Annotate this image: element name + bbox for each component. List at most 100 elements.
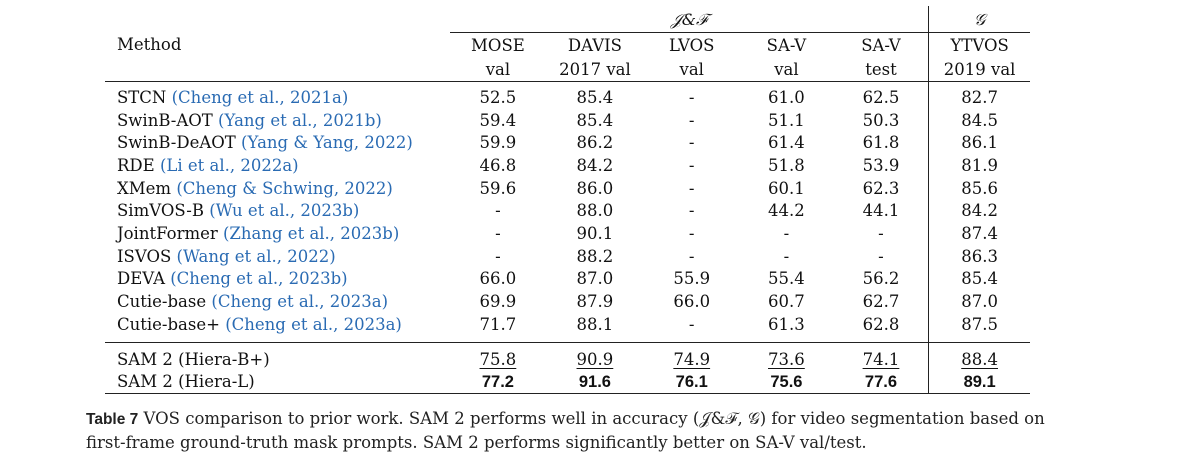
- value-cell: 56.2: [862, 269, 900, 289]
- best-value: 75.6: [770, 372, 803, 391]
- col-header: LVOS: [668, 35, 715, 55]
- value-cell: 74.1: [833, 341, 929, 371]
- value-cell: 87.9: [576, 292, 614, 312]
- value-cell: -: [495, 201, 501, 221]
- value-cell: 87.0: [928, 290, 1030, 313]
- value-cell: 85.6: [928, 176, 1030, 200]
- value-cell: 61.0: [768, 87, 805, 107]
- group-header-row: 𝒥&ℱ 𝒢: [105, 6, 1030, 33]
- citation-link[interactable]: (Cheng et al., 2021a): [171, 87, 349, 107]
- table-row: DEVA (Cheng et al., 2023b) 66.0 87.0 55.9 55…: [105, 267, 1030, 291]
- value-cell: 44.2: [768, 201, 805, 221]
- citation-link[interactable]: (Zhang et al., 2023b): [223, 223, 400, 243]
- col-subheader: 2017 val: [545, 57, 645, 82]
- value-cell: 59.9: [479, 133, 517, 153]
- value-cell: 73.6: [739, 341, 834, 371]
- method-cell: SAM 2 (Hiera-B+): [105, 341, 451, 371]
- value-cell: 51.8: [768, 155, 805, 175]
- col-header: DAVIS: [567, 35, 622, 55]
- col-header: SA-V: [766, 35, 807, 55]
- value-cell: 85.4: [576, 110, 614, 130]
- method-cell: XMem (Cheng & Schwing, 2022): [105, 177, 450, 200]
- value-cell: 66.0: [479, 269, 517, 289]
- best-value: 89.1: [963, 372, 996, 391]
- citation-link[interactable]: (Yang & Yang, 2022): [241, 133, 413, 153]
- value-cell: 87.5: [928, 312, 1030, 343]
- table-row: Cutie-base (Cheng et al., 2023a) 69.9 87.9…: [105, 290, 1030, 313]
- value-cell: 84.2: [576, 155, 614, 175]
- value-cell: 62.3: [862, 178, 900, 198]
- col-header: SA-V: [861, 35, 901, 55]
- value-cell: 44.1: [862, 201, 900, 221]
- method-name: RDE: [117, 155, 155, 175]
- value-cell: -: [688, 178, 695, 198]
- citation-link[interactable]: (Wang et al., 2022): [176, 246, 336, 266]
- value-cell: -: [688, 246, 695, 266]
- citation-link[interactable]: (Cheng & Schwing, 2022): [176, 178, 393, 198]
- value-cell: 55.9: [673, 269, 711, 289]
- value-cell: 90.1: [576, 223, 614, 243]
- vos-comparison-table: 𝒥&ℱ 𝒢 Method MOSE DAVIS LVOS SA-V SA-V Y…: [105, 6, 1030, 394]
- value-cell: 55.4: [768, 269, 805, 289]
- value-cell: -: [495, 246, 501, 266]
- citation-link[interactable]: (Cheng et al., 2023a): [225, 314, 402, 334]
- value-cell: -: [495, 223, 501, 243]
- value-cell: -: [688, 110, 695, 130]
- col-subheader: val: [450, 57, 546, 82]
- value-cell: 62.7: [862, 292, 900, 312]
- method-name: JointFormer: [117, 223, 218, 243]
- g-group-header: 𝒢: [928, 6, 1030, 33]
- method-cell: Cutie-base (Cheng et al., 2023a): [105, 290, 450, 313]
- value-cell: 61.4: [768, 133, 805, 153]
- value-cell: 91.6: [545, 370, 645, 394]
- method-name: XMem: [117, 178, 172, 198]
- best-value: 76.1: [675, 372, 708, 391]
- table-row-sam2: SAM 2 (Hiera-L) 77.2 91.6 76.1 75.6 77.6 89.1: [105, 370, 1030, 394]
- second-best-value: 73.6: [768, 350, 805, 370]
- value-cell: -: [783, 223, 790, 243]
- table-row: XMem (Cheng & Schwing, 2022) 59.6 86.0 - 60.…: [105, 176, 1030, 200]
- citation-link[interactable]: (Cheng et al., 2023b): [170, 269, 348, 289]
- table-row: Cutie-base+ (Cheng et al., 2023a) 71.7 88.…: [105, 312, 1030, 343]
- value-cell: 86.1: [928, 131, 1030, 155]
- value-cell: -: [688, 87, 695, 107]
- value-cell: -: [688, 133, 695, 153]
- value-cell: 75.8: [450, 341, 546, 371]
- value-cell: 61.3: [768, 314, 805, 334]
- value-cell: 82.7: [928, 81, 1030, 109]
- citation-link[interactable]: (Li et al., 2022a): [159, 155, 299, 175]
- table-row: SwinB-DeAOT (Yang & Yang, 2022) 59.9 86.2 -…: [105, 131, 1030, 155]
- value-cell: 50.3: [862, 110, 900, 130]
- value-cell: -: [878, 223, 884, 243]
- citation-link[interactable]: (Wu et al., 2023b): [209, 201, 360, 221]
- column-header-row-2: val 2017 val val val test 2019 val: [105, 57, 1030, 82]
- table-row: SimVOS-B (Wu et al., 2023b) - 88.0 - 44.2 44.…: [105, 199, 1030, 223]
- value-cell: 62.8: [862, 314, 900, 334]
- value-cell: 62.5: [862, 87, 900, 107]
- col-subheader: val: [739, 57, 834, 82]
- second-best-value: 88.4: [961, 350, 998, 370]
- value-cell: 89.1: [928, 370, 1030, 394]
- method-cell: SwinB-DeAOT (Yang & Yang, 2022): [105, 131, 450, 154]
- value-cell: 87.0: [576, 269, 614, 289]
- value-cell: 84.5: [928, 108, 1030, 132]
- method-name: Cutie-base+: [117, 314, 220, 334]
- value-cell: -: [783, 246, 790, 266]
- value-cell: 85.4: [576, 87, 614, 107]
- value-cell: 88.4: [928, 341, 1030, 371]
- value-cell: 87.4: [928, 222, 1030, 245]
- value-cell: 90.9: [545, 341, 645, 371]
- value-cell: 88.2: [576, 246, 614, 266]
- citation-link[interactable]: (Yang et al., 2021b): [218, 110, 382, 130]
- best-value: 77.6: [864, 372, 898, 391]
- method-cell: JointFormer (Zhang et al., 2023b): [105, 222, 450, 245]
- col-subheader: 2019 val: [928, 57, 1030, 82]
- col-subheader: val: [644, 57, 740, 82]
- citation-link[interactable]: (Cheng et al., 2023a): [211, 292, 389, 312]
- best-value: 77.2: [481, 372, 514, 391]
- table-row: ISVOS (Wang et al., 2022) - 88.2 - - - 86.3: [105, 244, 1030, 268]
- value-cell: 59.6: [479, 178, 517, 198]
- value-cell: 52.5: [479, 87, 517, 107]
- value-cell: 86.3: [928, 244, 1030, 268]
- caption-label: Table 7: [86, 411, 139, 428]
